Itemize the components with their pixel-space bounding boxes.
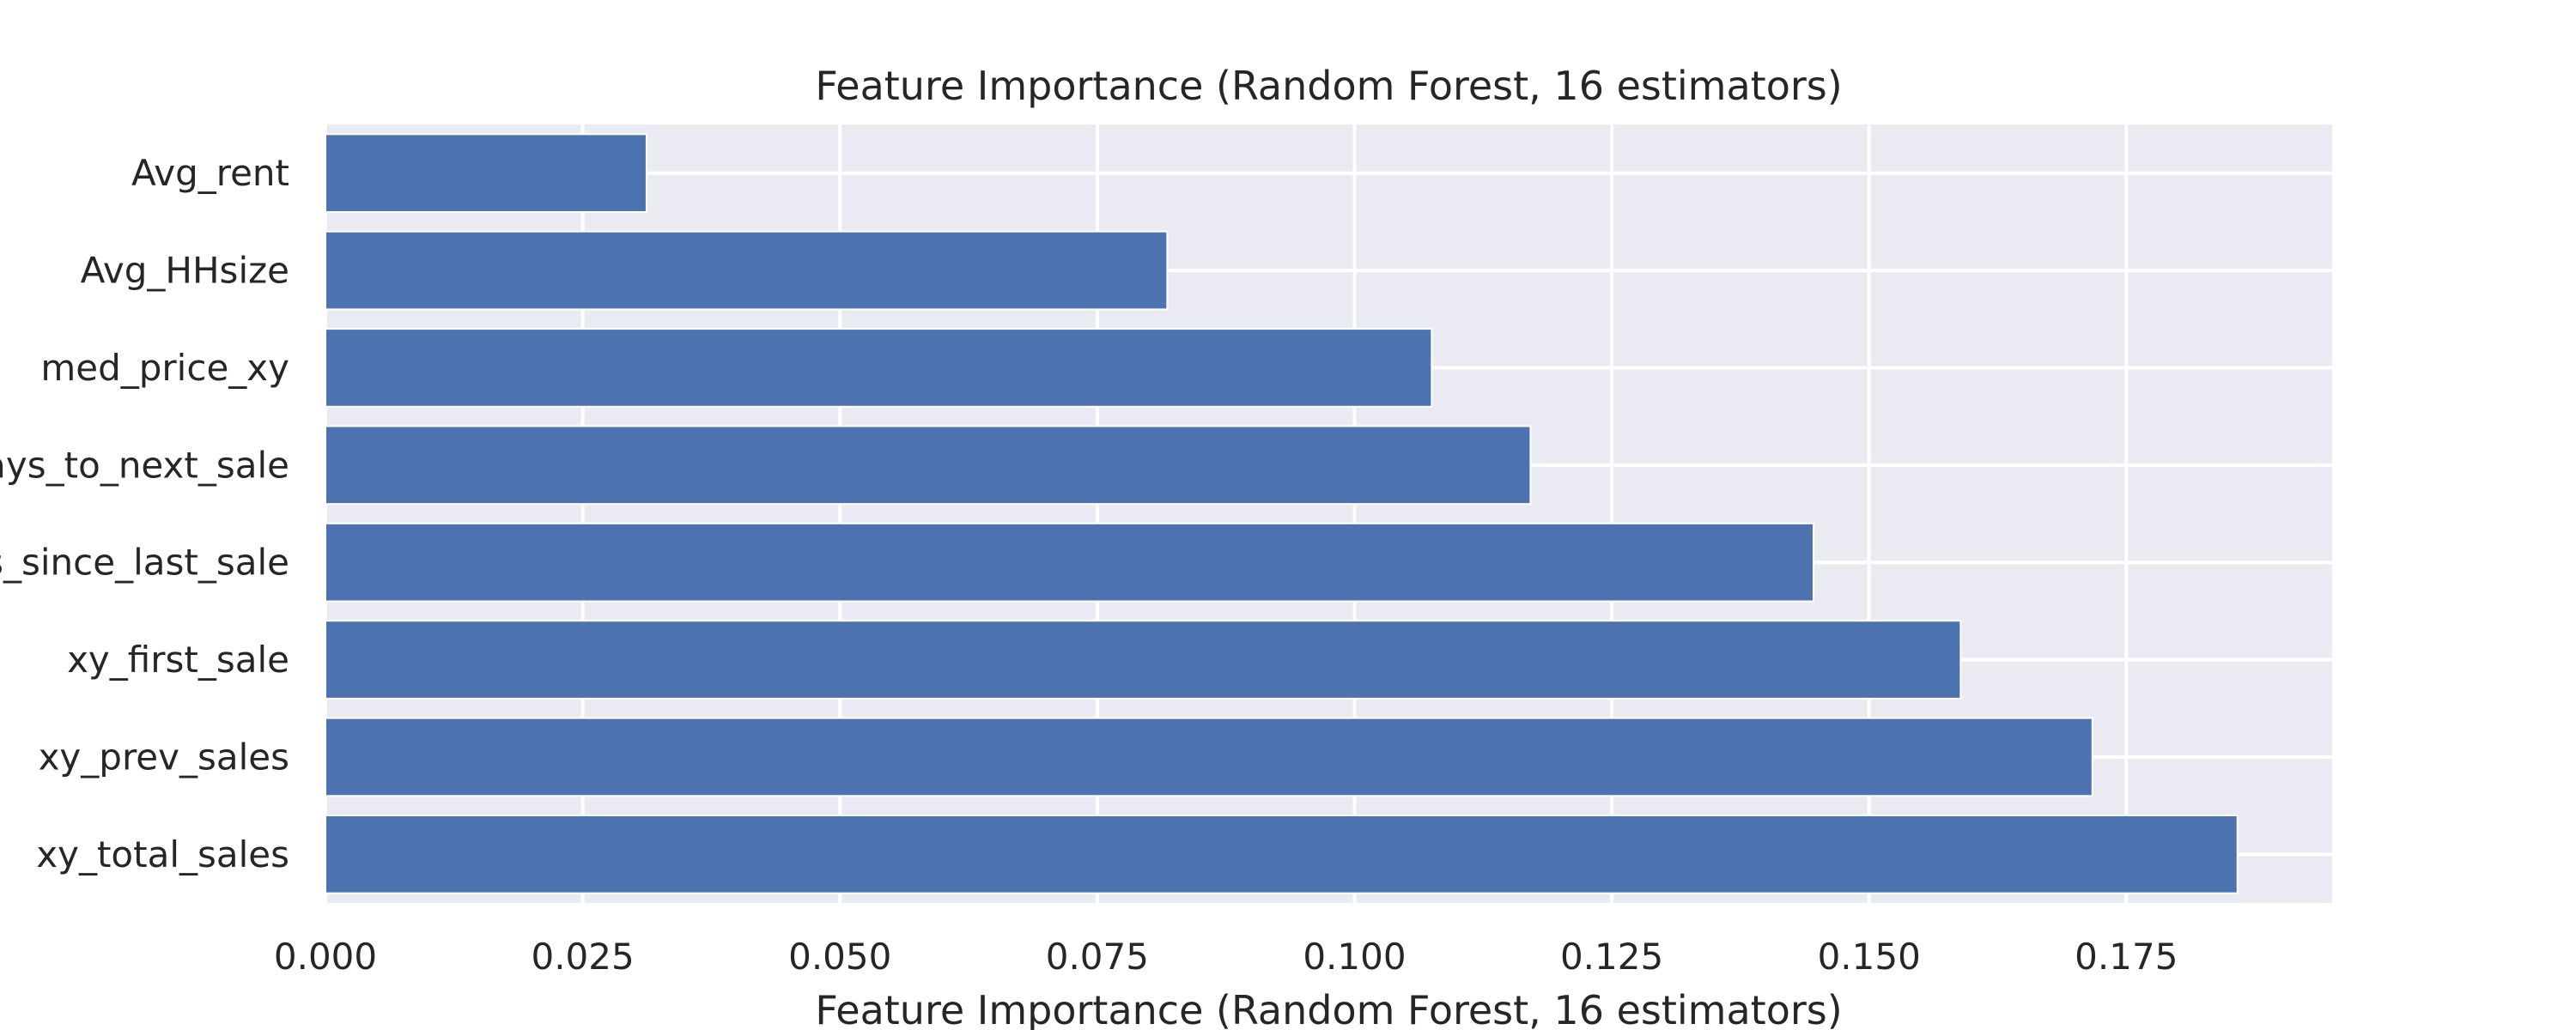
y-tick-label: days_to_next_sale [0, 444, 289, 486]
x-axis-label: Feature Importance (Random Forest, 16 es… [815, 987, 1842, 1030]
y-tick-label: med_price_xy [40, 347, 289, 389]
bar-days-to-next-sale [325, 425, 1532, 506]
y-tick-label: Avg_rent [131, 152, 289, 194]
y-tick-label: days_since_last_sale [0, 542, 289, 584]
y-tick-label: Avg_HHsize [81, 250, 289, 292]
y-tick-labels: Avg_rent Avg_HHsize med_price_xy days_to_ne… [0, 152, 289, 876]
bars [325, 133, 2239, 894]
bar-days-since-last-sale [325, 522, 1814, 603]
x-tick-labels: 0.000 0.025 0.050 0.075 0.100 0.125 0.150 0.175 [274, 936, 2178, 978]
chart-title: Feature Importance (Random Forest, 16 es… [815, 63, 1842, 109]
x-tick-label: 0.000 [274, 936, 377, 978]
x-tick-label: 0.175 [2075, 936, 2178, 978]
x-tick-label: 0.025 [531, 936, 634, 978]
x-tick-label: 0.075 [1046, 936, 1149, 978]
x-tick-label: 0.100 [1303, 936, 1406, 978]
x-tick-label: 0.050 [788, 936, 891, 978]
y-tick-label: xy_first_sale [67, 639, 289, 681]
x-tick-label: 0.125 [1560, 936, 1663, 978]
x-tick-label: 0.150 [1818, 936, 1921, 978]
bar-avg-rent [325, 133, 647, 214]
bar-xy-prev-sales [325, 717, 2093, 797]
y-tick-label: xy_total_sales [36, 833, 289, 876]
bar-avg-hhsize [325, 230, 1169, 311]
bar-xy-total-sales [325, 814, 2239, 894]
bar-xy-first-sale [325, 620, 1962, 700]
bar-med-price-xy [325, 328, 1433, 408]
y-tick-label: xy_prev_sales [39, 736, 289, 778]
